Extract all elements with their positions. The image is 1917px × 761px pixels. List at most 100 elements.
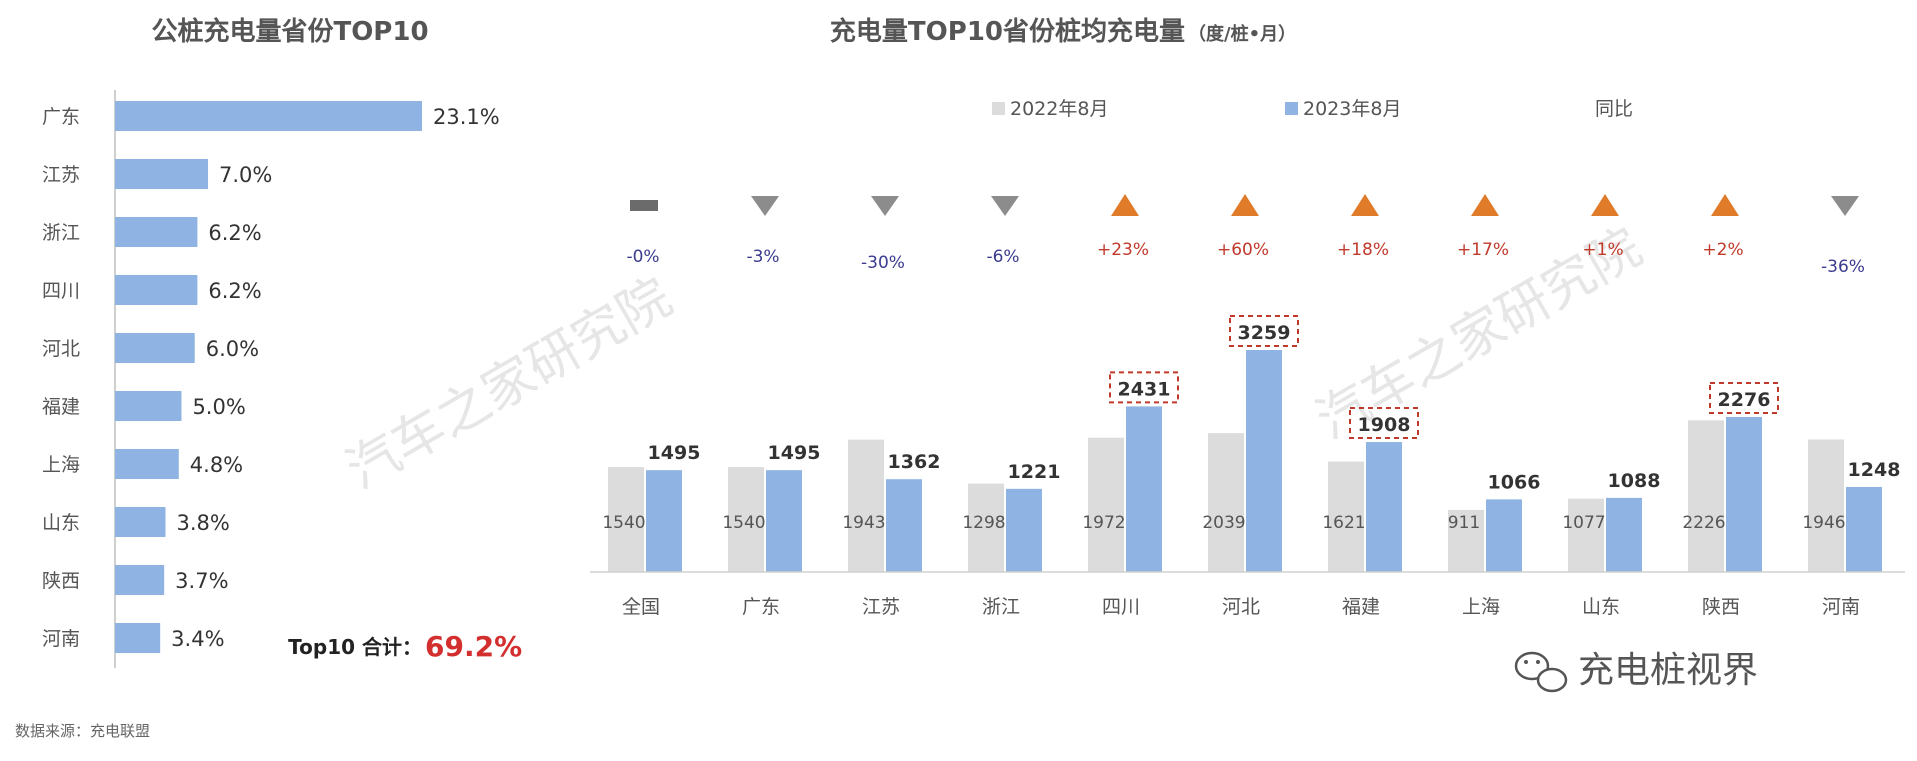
up-triangle-icon — [1471, 194, 1499, 216]
legend-label-2023: 2023年8月 — [1303, 98, 1401, 120]
bar-2023 — [766, 470, 802, 572]
value-label-2022: 1540 — [722, 513, 765, 533]
highlight-box — [1109, 371, 1179, 404]
bar-2022 — [1208, 433, 1244, 572]
yoy-label: +2% — [1702, 240, 1743, 260]
highlight-box — [1349, 407, 1419, 440]
value-label-2023: 1066 — [1488, 471, 1541, 493]
up-triangle-icon — [1711, 194, 1739, 216]
value-label-2023: 1495 — [648, 442, 701, 464]
up-triangle-icon — [1591, 194, 1619, 216]
flat-marker-icon — [630, 200, 658, 211]
value-label-2022: 1943 — [842, 513, 885, 533]
legend-label-yoy: 同比 — [1595, 98, 1633, 120]
left-bar — [115, 217, 198, 247]
value-label-2023: 1248 — [1848, 459, 1901, 481]
down-triangle-icon — [1831, 196, 1859, 216]
left-bar — [115, 391, 182, 421]
right-category-label: 全国 — [622, 596, 660, 618]
right-category-label: 河北 — [1222, 596, 1260, 618]
left-chart-bars: 广东 23.1% 江苏 7.0% 浙江 6.2% 四川 6.2% 河北 6.0% 福建 5.0% 上海 4… — [42, 101, 500, 653]
value-label-2022: 911 — [1448, 513, 1480, 533]
bar-2023 — [886, 479, 922, 572]
right-category-label: 四川 — [1102, 596, 1140, 618]
value-label-2023: 1362 — [888, 451, 941, 473]
bar-2022 — [1688, 420, 1724, 572]
value-label-2022: 1621 — [1322, 513, 1365, 533]
highlight-box — [1229, 315, 1299, 347]
left-bar — [115, 565, 165, 595]
left-bar — [115, 623, 161, 653]
value-label-2022: 1540 — [602, 513, 645, 533]
bar-2022 — [848, 439, 884, 572]
bar-2023 — [1366, 442, 1402, 572]
right-category-label: 上海 — [1462, 596, 1500, 618]
bar-2023 — [1246, 350, 1282, 572]
right-chart-legend: 2022年8月 2023年8月 同比 — [992, 98, 1633, 120]
right-category-label: 陕西 — [1702, 596, 1740, 618]
bar-2022 — [1328, 461, 1364, 572]
right-category-label: 河南 — [1822, 596, 1860, 618]
bar-2023 — [1486, 499, 1522, 572]
down-triangle-icon — [991, 196, 1019, 216]
left-bar — [115, 275, 198, 305]
watermark-text: 汽车之家研究院 — [337, 267, 682, 501]
bar-2022 — [1088, 437, 1124, 572]
value-label-2022: 2226 — [1682, 513, 1725, 533]
up-triangle-icon — [1351, 194, 1379, 216]
yoy-label: -6% — [986, 247, 1019, 267]
bar-2022 — [608, 467, 644, 572]
value-label-2022: 1077 — [1562, 513, 1605, 533]
bar-2022 — [1568, 498, 1604, 572]
bar-2023 — [1006, 488, 1042, 572]
yoy-label: -36% — [1821, 257, 1865, 277]
top10-total-label: Top10 合计： — [288, 635, 422, 659]
legend-label-2022: 2022年8月 — [1010, 98, 1108, 120]
yoy-label: +18% — [1337, 240, 1389, 260]
yoy-label: +1% — [1582, 240, 1623, 260]
value-label-2022: 2039 — [1202, 513, 1245, 533]
left-value-label: 3.4% — [171, 627, 224, 651]
left-category-label: 山东 — [42, 512, 80, 534]
yoy-label: -0% — [626, 247, 659, 267]
yoy-label: -3% — [746, 247, 779, 267]
right-category-label: 福建 — [1342, 596, 1380, 618]
down-triangle-icon — [751, 196, 779, 216]
left-bar — [115, 159, 209, 189]
down-triangle-icon — [871, 196, 899, 216]
bar-2023 — [1606, 497, 1642, 572]
left-category-label: 河北 — [42, 338, 80, 360]
right-chart-title: 充电量TOP10省份桩均充电量 — [830, 16, 1185, 47]
left-value-label: 7.0% — [219, 163, 272, 187]
value-label-2023: 3259 — [1238, 322, 1291, 344]
bar-2023 — [1846, 486, 1882, 572]
value-label-2022: 1946 — [1802, 513, 1845, 533]
left-category-label: 浙江 — [42, 222, 80, 244]
bar-2022 — [728, 467, 764, 572]
yoy-label: +17% — [1457, 240, 1509, 260]
right-category-label: 广东 — [742, 596, 780, 618]
source-note: 数据来源：充电联盟 — [15, 722, 150, 740]
yoy-label: +23% — [1097, 240, 1149, 260]
left-value-label: 3.8% — [177, 511, 230, 535]
brand-logo: 充电桩视界 — [1514, 650, 1758, 693]
left-value-label: 23.1% — [433, 105, 500, 129]
left-value-label: 6.2% — [208, 221, 261, 245]
left-value-label: 5.0% — [192, 395, 245, 419]
left-category-label: 福建 — [42, 396, 80, 418]
right-chart: 1540 1495 全国 -0% 1540 1495 广东 -3% 1943 1362 江苏 -30%… — [602, 194, 1900, 618]
left-value-label: 3.7% — [175, 569, 228, 593]
value-label-2023: 2276 — [1718, 389, 1771, 411]
left-category-label: 上海 — [42, 454, 80, 476]
left-category-label: 河南 — [42, 628, 80, 650]
top10-total-value: 69.2% — [425, 630, 522, 663]
left-value-label: 4.8% — [190, 453, 243, 477]
wechat-icon — [1514, 651, 1568, 693]
right-category-label: 江苏 — [862, 596, 900, 618]
left-category-label: 陕西 — [42, 570, 80, 592]
left-value-label: 6.0% — [206, 337, 259, 361]
yoy-label: -30% — [861, 253, 905, 273]
yoy-label: +60% — [1217, 240, 1269, 260]
bar-2023 — [1126, 406, 1162, 572]
